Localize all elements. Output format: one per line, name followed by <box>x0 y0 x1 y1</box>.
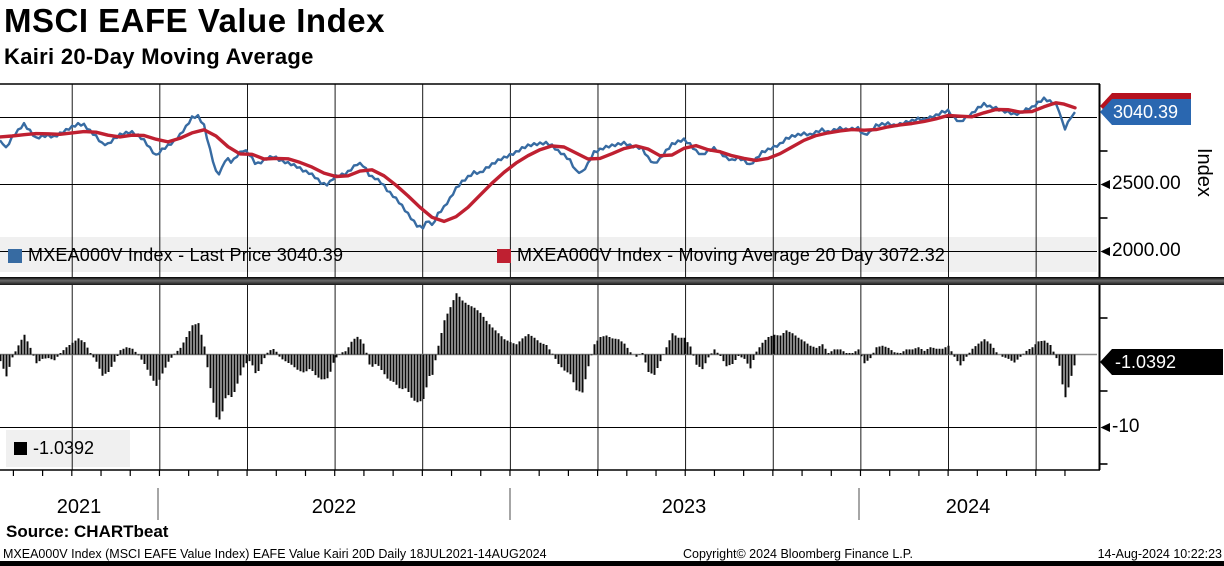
x-axis-ticks <box>12 470 1066 520</box>
footer-copyright: Copyright© 2024 Bloomberg Finance L.P. <box>683 547 913 561</box>
ytick-minus10: -10 <box>1112 416 1140 437</box>
chart-frame <box>0 83 1101 471</box>
last-price-swatch-icon <box>8 248 22 263</box>
xtick-year-2021: 2021 <box>56 496 102 518</box>
legend-item-last-price[interactable]: MXEA000V Index - Last Price 3040.39 <box>8 245 343 266</box>
bottom-divider <box>0 561 1224 566</box>
axis-ticks <box>1099 150 1110 465</box>
last-price-tag[interactable]: 3040.39 <box>1100 99 1191 125</box>
legend-item-moving-average[interactable]: MXEA000V Index - Moving Average 20 Day 3… <box>497 245 945 266</box>
legend-backgrounds <box>0 237 1097 467</box>
horizontal-gridlines <box>0 117 1097 428</box>
page-title: MSCI EAFE Value Index <box>4 2 385 39</box>
legend-item-label: MXEA000V Index - Moving Average 20 Day 3… <box>517 245 946 265</box>
kairi-value-tag[interactable]: -1.0392 <box>1100 349 1223 375</box>
y-axis-title: Index <box>1193 148 1215 197</box>
kairi-swatch-icon <box>14 442 27 455</box>
source-attribution: Source: CHARTbeat <box>6 522 169 541</box>
kairi-legend-label: -1.0392 <box>33 438 95 458</box>
panel-splitter-handle[interactable] <box>0 277 1224 285</box>
ytick-2000: 2000.00 <box>1112 240 1181 261</box>
page-subtitle: Kairi 20-Day Moving Average <box>4 44 314 69</box>
legend-item-label: MXEA000V Index - Last Price 3040.39 <box>28 245 344 265</box>
moving-average-line-series[interactable] <box>0 101 1077 224</box>
footer-timestamp: 14-Aug-2024 10:22:23 <box>1097 547 1222 561</box>
vertical-gridlines <box>71 84 1037 470</box>
moving-average-swatch-icon <box>497 248 511 263</box>
xtick-year-2023: 2023 <box>661 496 707 518</box>
kairi-bars <box>0 293 1076 420</box>
xtick-year-2022: 2022 <box>311 496 357 518</box>
xtick-year-2024: 2024 <box>945 496 991 518</box>
footer-security-description: MXEA000V Index (MSCI EAFE Value Index) E… <box>3 547 547 561</box>
ytick-2500: 2500.00 <box>1112 173 1181 194</box>
